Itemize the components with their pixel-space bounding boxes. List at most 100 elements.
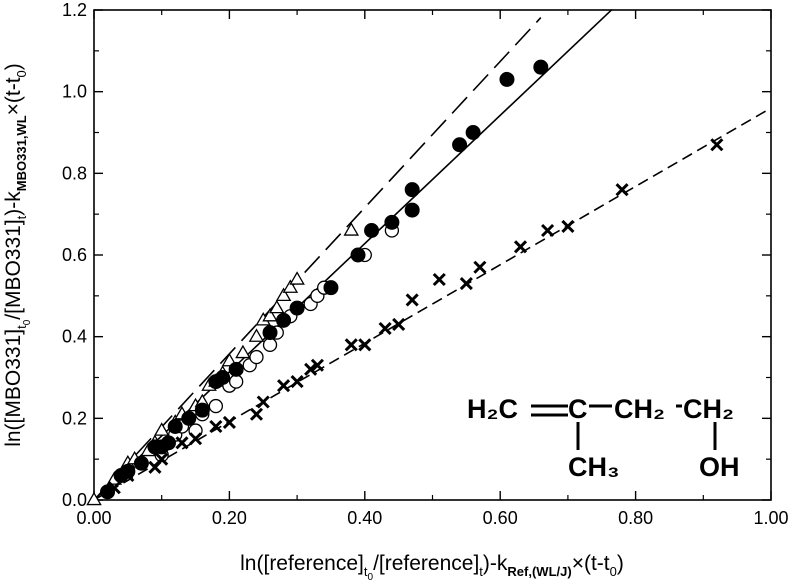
molecule-structure: H₂C C CH₂ CH₂ CH₃ OH [467,394,740,482]
cross-marker [432,272,446,287]
molecule-ch2a: CH₂ [614,394,665,424]
open-circle-marker [208,398,224,414]
cross-marker [615,183,629,197]
cross-marker [561,219,575,233]
fit-line-long-dash [93,17,542,501]
cross-stroke [378,321,392,336]
triangle-marker [343,222,360,236]
filled-circle-marker [350,247,366,263]
triangle-marker [275,287,292,302]
filled-circle-marker [465,125,481,140]
cross-marker [276,379,291,393]
molecule-c: C [568,394,588,424]
cross-marker [121,468,135,483]
cross-stroke [276,379,291,393]
filled-circle-marker [133,455,149,471]
y-tick-label: 0.2 [62,408,87,428]
cross-stroke [175,436,189,450]
cross-marker [155,452,169,466]
cross-stroke [304,362,318,376]
filled-circle-marker [276,312,292,328]
cross-stroke [615,183,629,197]
cross-stroke [392,317,406,331]
y-axis-title: ln([MBO331]t0/[MBO331]t)-kMBO331,WL×(t-t… [2,63,33,447]
x-tick-label: 0.60 [483,508,518,528]
open-circle-marker [262,337,278,352]
filled-circle-marker [100,484,116,500]
x-tick-label: 0.00 [76,508,111,528]
fit-line-short-dash [93,107,772,501]
filled-circle-marker [228,361,244,377]
cross-stroke [344,338,358,352]
triangle-marker [289,271,305,285]
cross-stroke [310,358,324,372]
cross-stroke [290,375,304,389]
cross-marker [541,223,555,238]
cross-stroke [459,277,473,291]
triangle-marker [235,344,251,359]
cross-marker [188,432,203,446]
triangle-marker [262,307,278,322]
filled-circle-marker [194,402,210,418]
cross-marker [473,260,487,274]
filled-circle-marker [181,410,197,426]
cross-marker [459,277,473,291]
x-tick-label: 0.20 [212,508,247,528]
y-tick-label: 0.0 [62,490,87,510]
filled-circle-marker [533,59,549,75]
triangle-marker [282,279,299,293]
cross-marker [209,419,223,434]
filled-circle-marker [384,214,400,230]
cross-stroke [155,452,169,466]
filled-circle-marker [262,325,278,341]
cross-stroke [209,419,223,434]
x-tick-label: 1.00 [753,508,788,528]
cross-marker [304,362,318,376]
filled-circle-marker [499,71,515,87]
molecule-oh: OH [699,452,740,482]
cross-marker [392,317,406,331]
filled-circle-marker [167,419,183,434]
cross-marker [378,321,392,336]
y-tick-label: 1.0 [62,82,87,102]
triangle-marker [269,299,285,314]
cross-stroke [541,223,555,238]
filled-circle-marker [215,370,231,385]
cross-marker [222,415,236,429]
cross-marker [310,358,324,372]
cross-stroke [222,415,236,429]
x-tick-label: 0.80 [618,508,653,528]
filled-circle-marker [452,137,468,153]
filled-circle-marker [289,300,305,316]
y-tick-label: 1.2 [62,0,87,20]
cross-stroke [513,240,528,254]
cross-stroke [121,468,135,483]
cross-stroke [432,272,446,287]
cross-stroke [710,138,724,152]
data-markers [86,59,724,506]
molecule-ch3: CH₃ [568,452,619,482]
x-axis-title: ln([reference]t0/[reference]t)-kRef,(WL/… [240,552,624,583]
y-tick-label: 0.8 [62,163,87,183]
filled-circle-marker [404,182,420,198]
filled-circle-marker [120,463,136,479]
y-tick-label: 0.6 [62,245,87,265]
cross-marker [358,338,372,352]
cross-stroke [358,338,372,352]
cross-marker [344,338,358,352]
open-circle-marker [249,349,264,365]
filled-circle-marker [404,202,420,218]
cross-stroke [256,395,270,409]
cross-marker [710,138,724,152]
cross-marker [249,407,264,421]
cross-marker [405,293,419,307]
triangle-marker [248,328,265,342]
filled-circle-marker [323,280,339,296]
triangle-marker [153,422,170,436]
cross-marker [513,240,528,254]
y-tick-label: 0.4 [62,327,87,347]
open-circle-marker [229,374,244,389]
axis-ticks [93,9,772,501]
cross-stroke [188,432,203,446]
